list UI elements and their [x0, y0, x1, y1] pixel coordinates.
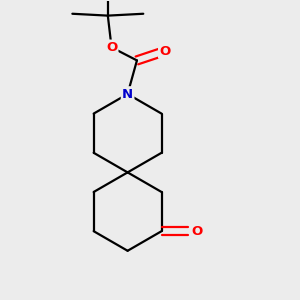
Text: O: O	[159, 45, 171, 58]
Text: N: N	[122, 88, 133, 100]
Text: O: O	[106, 41, 117, 54]
Text: O: O	[191, 225, 203, 238]
